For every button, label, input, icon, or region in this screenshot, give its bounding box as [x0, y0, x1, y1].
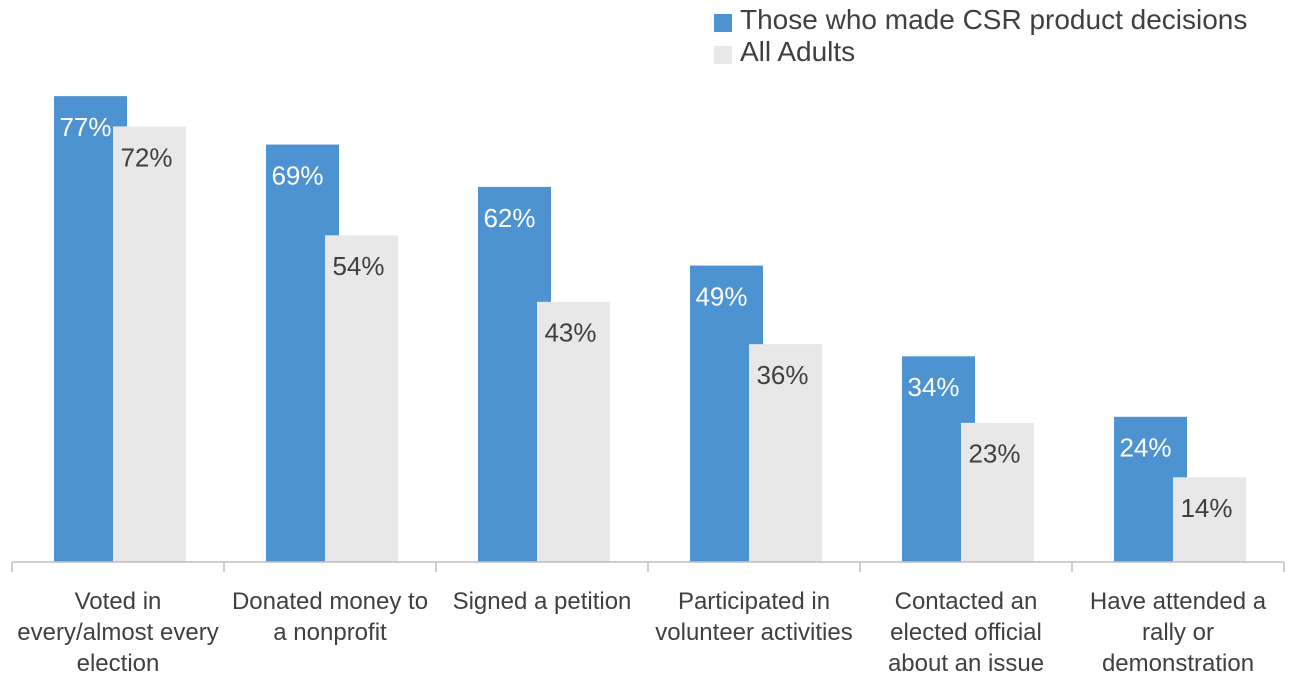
- legend-swatch: [714, 14, 732, 32]
- x-tick-label: Contacted an elected official about an i…: [887, 588, 1045, 677]
- data-label: 43%: [544, 318, 596, 348]
- data-label: 77%: [59, 112, 111, 142]
- bar: [325, 235, 398, 563]
- x-tick-label: Participated in volunteer activities: [655, 588, 853, 646]
- legend-swatch: [714, 46, 732, 64]
- data-label: 72%: [120, 142, 172, 172]
- bar: [749, 344, 822, 562]
- data-label: 23%: [968, 439, 1020, 469]
- bar: [1173, 477, 1246, 562]
- bar: [113, 126, 186, 563]
- legend-item: All Adults: [714, 36, 1254, 68]
- x-tick-label: Have attended a rally or demonstration: [1089, 588, 1267, 677]
- data-label: 54%: [332, 251, 384, 281]
- x-tick-label: Signed a petition: [452, 588, 632, 615]
- legend: Those who made CSR product decisions All …: [714, 4, 1254, 68]
- legend-label: Those who made CSR product decisions: [740, 4, 1248, 35]
- data-label: 24%: [1119, 433, 1171, 463]
- data-label: 34%: [907, 372, 959, 402]
- x-tick-label: Voted in every/almost every election: [17, 588, 219, 677]
- data-label: 69%: [271, 160, 323, 190]
- data-label: 14%: [1180, 493, 1232, 523]
- bar: [961, 422, 1034, 562]
- data-label: 36%: [756, 360, 808, 390]
- legend-item: Those who made CSR product decisions: [714, 4, 1254, 36]
- bar: [537, 301, 610, 562]
- x-tick-label: Donated money to a nonprofit: [231, 588, 429, 646]
- data-label: 49%: [695, 281, 747, 311]
- data-label: 62%: [483, 203, 535, 233]
- legend-label: All Adults: [740, 36, 856, 67]
